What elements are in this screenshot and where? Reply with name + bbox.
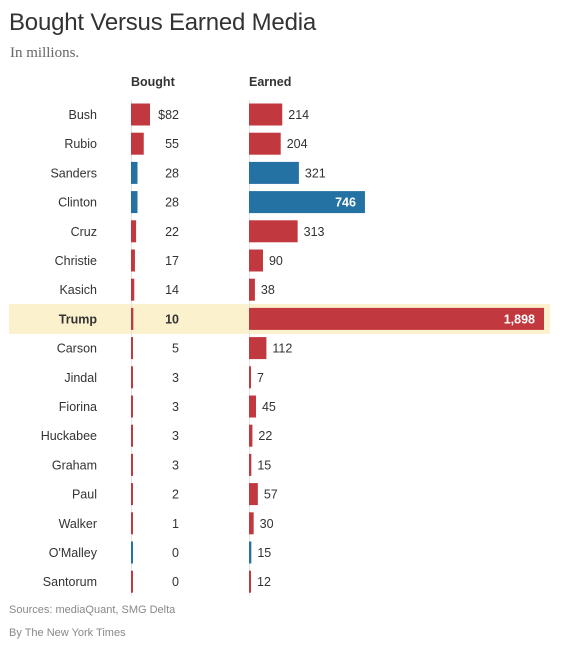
chart-subtitle: In millions. [10, 45, 80, 61]
earned-bar [249, 103, 283, 126]
bought-value-label: 0 [172, 575, 179, 589]
bought-value-label: 28 [165, 196, 179, 210]
earned-column-header: Earned [249, 75, 292, 89]
bought-bar [131, 278, 135, 301]
bought-value-label: 28 [165, 166, 179, 180]
earned-value-label: 112 [272, 342, 292, 356]
earned-value-label: 15 [257, 458, 271, 472]
earned-bar [249, 512, 254, 535]
earned-value-label: 30 [260, 517, 274, 531]
earned-bar [249, 424, 253, 447]
bought-bar [131, 249, 135, 272]
category-label: Fiorina [59, 400, 97, 414]
earned-bar [249, 453, 252, 476]
earned-bar [249, 191, 365, 214]
bought-value-label: 55 [165, 137, 179, 151]
earned-value-label: 38 [261, 283, 275, 297]
earned-value-label: 214 [288, 108, 309, 122]
bought-value-label: 5 [172, 342, 179, 356]
earned-value-label: 57 [264, 488, 278, 502]
earned-bar [249, 278, 255, 301]
earned-bar [249, 483, 258, 506]
earned-bar [249, 132, 281, 155]
bought-value-label: 3 [172, 400, 179, 414]
earned-bar [249, 307, 544, 330]
earned-bar [249, 220, 298, 243]
bought-bar [131, 453, 133, 476]
bought-value-label: $82 [158, 108, 179, 122]
category-label: O'Malley [49, 546, 98, 560]
earned-bar [249, 395, 256, 418]
category-label: Bush [69, 108, 98, 122]
earned-value-label: 321 [305, 166, 326, 180]
bought-bar [131, 307, 134, 330]
earned-value-label: 12 [257, 575, 271, 589]
bought-value-label: 3 [172, 429, 179, 443]
bought-bar [131, 161, 138, 184]
bought-value-label: 3 [172, 371, 179, 385]
bought-bar [131, 337, 133, 360]
bought-value-label: 2 [172, 488, 179, 502]
category-label: Clinton [58, 196, 97, 210]
source-note: Sources: mediaQuant, SMG Delta [9, 604, 176, 616]
bought-bar [131, 483, 133, 506]
bought-bar [131, 570, 133, 593]
bought-bar [131, 424, 133, 447]
earned-bar [249, 366, 251, 389]
bought-value-label: 22 [165, 225, 179, 239]
earned-bar [249, 161, 299, 184]
bought-bar [131, 220, 137, 243]
bought-value-label: 1 [172, 517, 179, 531]
earned-value-label: 204 [287, 137, 308, 151]
category-label: Kasich [59, 283, 97, 297]
earned-value-label: 15 [257, 546, 271, 560]
category-label: Graham [52, 458, 97, 472]
bought-bar [131, 512, 133, 535]
earned-bar [249, 541, 252, 564]
earned-bar [249, 337, 267, 360]
earned-value-label: 45 [262, 400, 276, 414]
category-label: Rubio [64, 137, 97, 151]
earned-value-label: 90 [269, 254, 283, 268]
earned-value-label: 1,898 [504, 312, 535, 326]
bought-bar [131, 366, 133, 389]
category-label: Trump [59, 312, 98, 326]
category-label: Walker [59, 517, 97, 531]
category-label: Huckabee [41, 429, 97, 443]
bought-bar [131, 395, 133, 418]
earned-bar [249, 249, 263, 272]
earned-value-label: 313 [304, 225, 325, 239]
category-label: Jindal [64, 371, 97, 385]
bought-value-label: 14 [165, 283, 179, 297]
earned-value-label: 746 [335, 196, 356, 210]
bought-column-header: Bought [131, 75, 175, 89]
category-label: Santorum [43, 575, 97, 589]
category-label: Christie [55, 254, 97, 268]
bought-bar [131, 103, 150, 126]
bought-bar [131, 191, 138, 214]
category-label: Sanders [50, 166, 97, 180]
earned-bar [249, 570, 251, 593]
earned-value-label: 22 [258, 429, 272, 443]
category-label: Carson [57, 342, 97, 356]
bought-value-label: 3 [172, 458, 179, 472]
bought-value-label: 0 [172, 546, 179, 560]
chart-title: Bought Versus Earned Media [9, 9, 316, 36]
bought-bar [131, 541, 133, 564]
bought-bar [131, 132, 144, 155]
bought-value-label: 10 [165, 312, 179, 326]
byline: By The New York Times [9, 627, 126, 639]
category-label: Cruz [71, 225, 97, 239]
earned-value-label: 7 [257, 371, 264, 385]
category-label: Paul [72, 488, 97, 502]
bought-value-label: 17 [165, 254, 179, 268]
